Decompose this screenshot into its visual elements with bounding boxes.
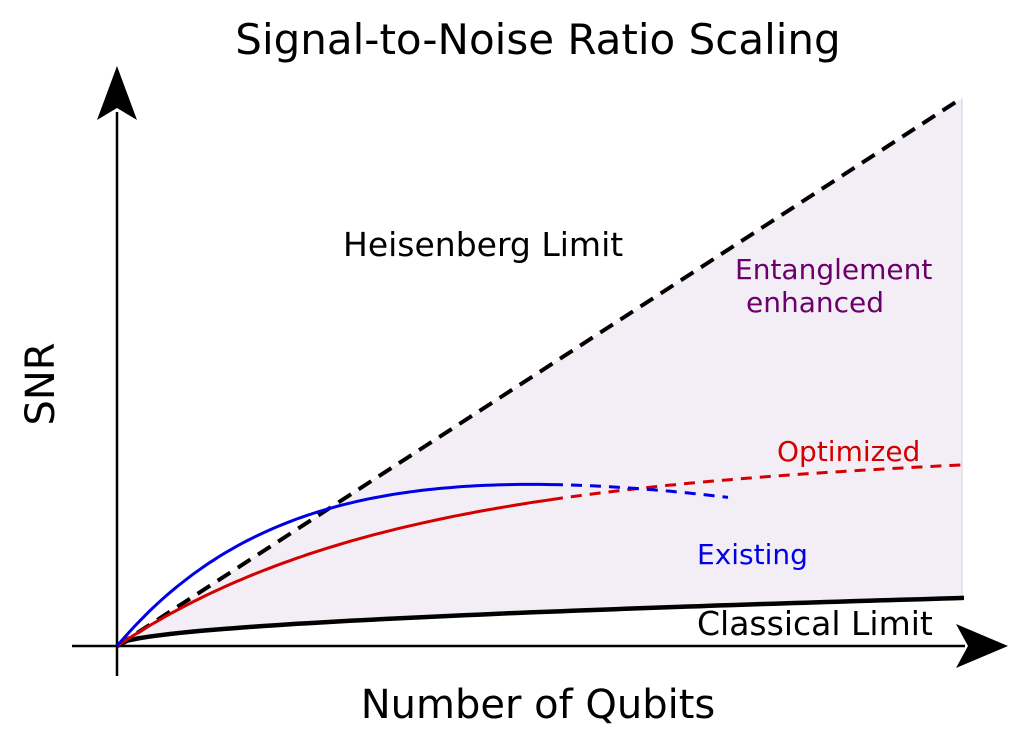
optimized-label: Optimized bbox=[777, 435, 920, 468]
y-axis-arrowhead bbox=[97, 66, 137, 120]
optimized-curve bbox=[116, 498, 553, 648]
x-axis-arrowhead bbox=[956, 624, 1008, 668]
entanglement-label-line2: enhanced bbox=[746, 286, 884, 319]
x-axis-label: Number of Qubits bbox=[361, 682, 716, 728]
y-axis-label: SNR bbox=[18, 342, 64, 425]
classical-limit-label: Classical Limit bbox=[697, 604, 933, 643]
chart-title: Signal-to-Noise Ratio Scaling bbox=[235, 15, 840, 64]
entanglement-label-line1: Entanglement bbox=[735, 253, 932, 286]
optimized-curve-extrapolation bbox=[551, 463, 963, 501]
existing-label: Existing bbox=[697, 538, 808, 571]
existing-curve bbox=[115, 482, 553, 647]
classical-limit-line bbox=[115, 595, 965, 649]
existing-curve-extrapolation bbox=[552, 483, 729, 499]
heisenberg-limit-label: Heisenberg Limit bbox=[343, 225, 623, 264]
